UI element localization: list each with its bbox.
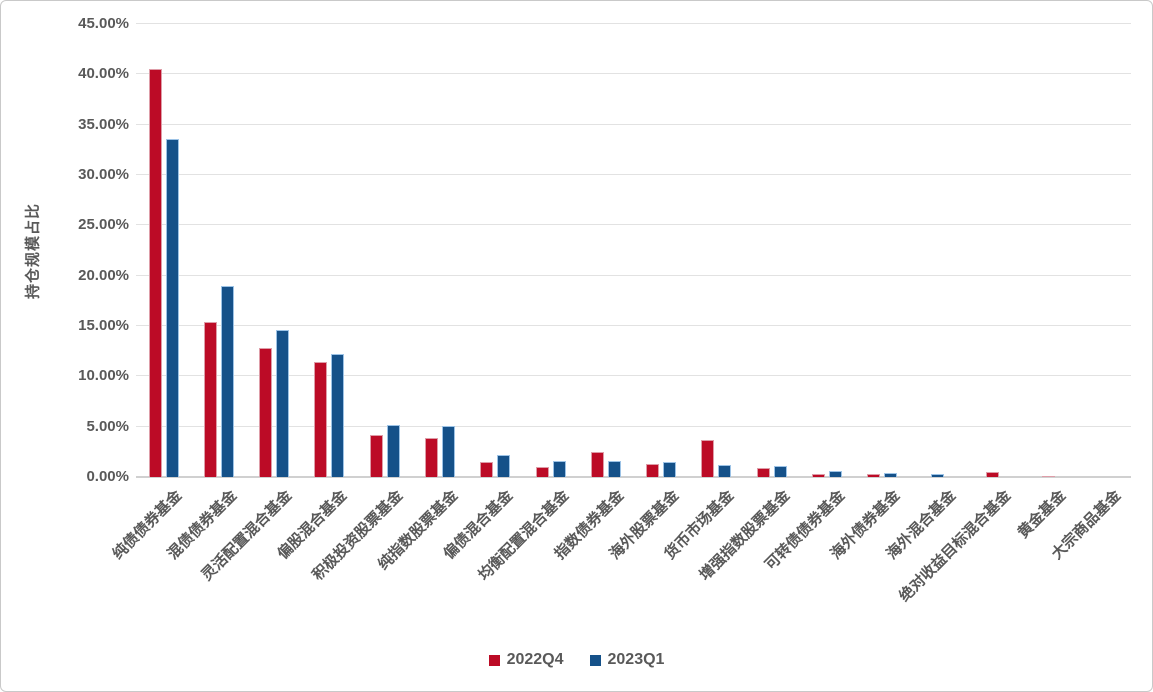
gridline [136,375,1131,377]
y-tick-label: 5.00% [86,417,129,435]
bar-2023Q1 [828,470,842,477]
bar-2022Q4 [756,467,770,477]
gridline [136,73,1131,75]
bar-group [646,24,677,477]
x-axis-line [136,476,1131,478]
bar-2023Q1 [220,285,234,477]
bar-2022Q4 [535,466,549,477]
y-tick-label: 25.00% [78,216,129,234]
y-tick-label: 0.00% [86,468,129,485]
bar-2023Q1 [931,473,945,477]
bar-2022Q4 [646,463,660,477]
bar-group [259,24,290,477]
legend-swatch [488,654,500,666]
legend: 2022Q4 2023Q1 [1,651,1152,669]
legend-label: 2023Q1 [607,651,665,668]
y-tick-label: 10.00% [78,367,129,385]
gridline [136,224,1131,226]
bar-2023Q1 [884,472,898,477]
bar-group [535,24,566,477]
y-tick-label: 35.00% [78,115,129,133]
y-tick-label: 45.00% [78,15,129,32]
bar-2023Q1 [773,465,787,477]
bar-2023Q1 [607,460,621,477]
y-tick-label: 40.00% [78,65,129,83]
bar-2022Q4 [203,321,217,477]
bar-2023Q1 [331,354,345,477]
bar-group [148,24,179,477]
bar-2022Q4 [369,434,383,477]
bar-2023Q1 [276,330,290,477]
bar-2022Q4 [867,474,881,477]
bar-2022Q4 [425,437,439,477]
legend-item-2022Q4: 2022Q4 [488,651,564,669]
bar-2023Q1 [663,461,677,477]
bar-group [867,24,898,477]
gridline [136,23,1131,24]
bar-2023Q1 [442,425,456,477]
bar-group [978,24,1008,477]
bar-2022Q4 [314,362,328,477]
bar-2023Q1 [718,464,732,477]
bar-2022Q4 [1041,475,1055,477]
bar-2022Q4 [480,461,494,477]
plot-area [136,23,1131,478]
y-tick-label: 20.00% [78,266,129,284]
bar-group [203,24,234,477]
y-tick-label: 15.00% [78,317,129,334]
bar-group [480,24,511,477]
bar-2023Q1 [386,424,400,477]
bar-group [369,24,400,477]
legend-swatch [589,654,601,666]
bar-2022Q4 [259,348,273,477]
bar-2022Q4 [986,472,1000,477]
bar-group [1088,24,1118,477]
bar-group [1033,24,1063,477]
legend-label: 2022Q4 [506,651,564,668]
gridline [136,174,1131,175]
y-tick-label: 30.00% [78,166,129,183]
bar-2022Q4 [811,474,825,477]
bar-2022Q4 [701,439,715,477]
bar-group [425,24,456,477]
bar-2022Q4 [590,451,604,477]
bar-group [756,24,787,477]
gridline [136,425,1131,427]
bar-2022Q4 [148,69,162,477]
gridline [136,274,1131,276]
gridline [136,123,1131,125]
bar-2023Q1 [552,460,566,477]
gridline [136,325,1131,326]
bar-group [314,24,345,477]
bar-group [701,24,732,477]
bar-2023Q1 [497,454,511,477]
bar-group [590,24,621,477]
bar-group [811,24,842,477]
bar-2023Q1 [165,138,179,477]
legend-item-2023Q1: 2023Q1 [589,651,665,669]
bar-group [923,24,953,477]
